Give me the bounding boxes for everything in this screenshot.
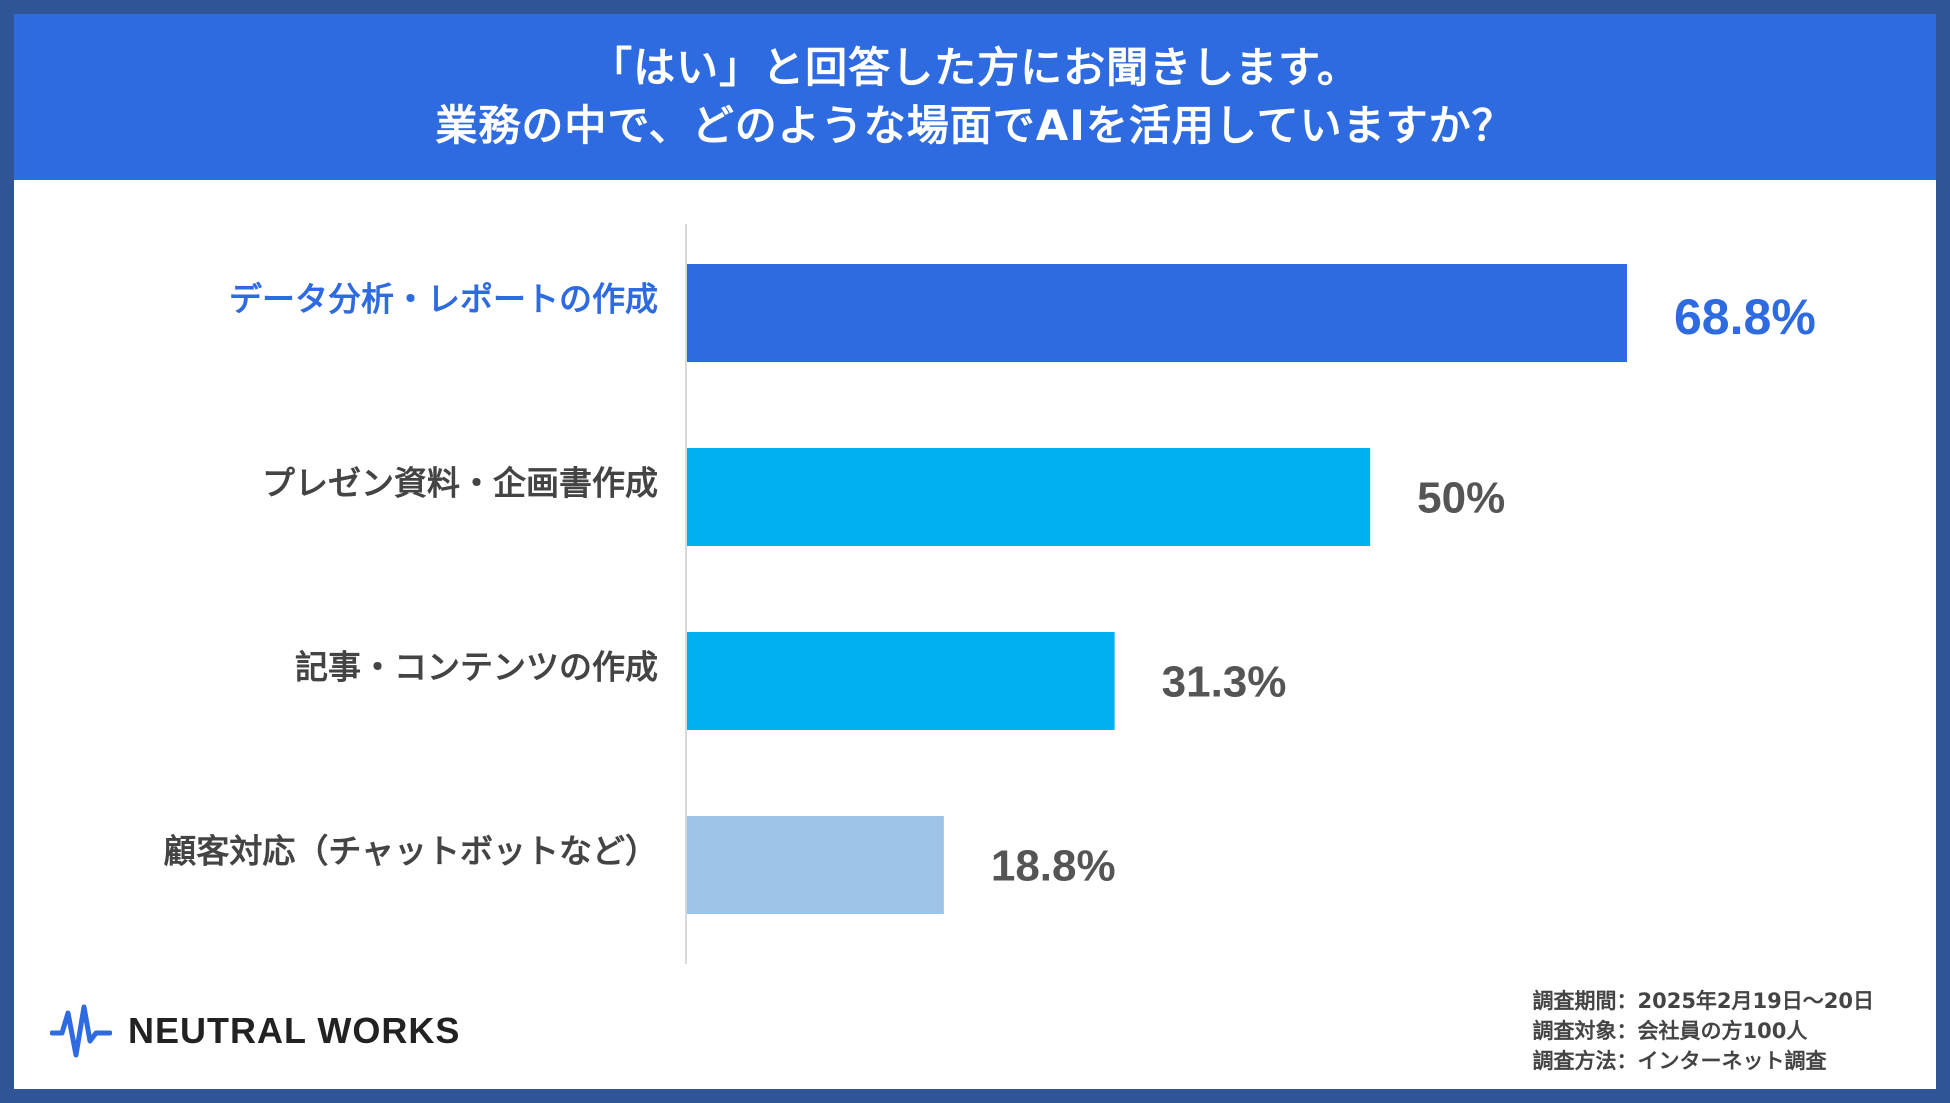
- category-label: データ分析・レポートの作成: [229, 280, 658, 319]
- category-label: プレゼン資料・企画書作成: [262, 464, 658, 503]
- category-label: 顧客対応（チャットボットなど）: [163, 832, 658, 871]
- value-label: 18.8%: [991, 842, 1116, 891]
- bar-chart: データ分析・レポートの作成 68.8% プレゼン資料・企画書作成 50% 記事・コンテン…: [163, 224, 1816, 964]
- brand-name: NEUTRAL WORKS: [128, 1010, 461, 1051]
- bar: [687, 632, 1115, 730]
- value-label: 31.3%: [1162, 658, 1287, 707]
- survey-target: 調査対象：会社員の方100人: [1532, 1019, 1808, 1043]
- survey-period: 調査期間：2025年2月19日〜20日: [1532, 989, 1874, 1013]
- chart-header: 「はい」と回答した方にお聞きします。 業務の中で、どのような場面でAIを活用して…: [14, 14, 1936, 180]
- chart-frame: 「はい」と回答した方にお聞きします。 業務の中で、どのような場面でAIを活用して…: [14, 14, 1936, 1089]
- header-line-1: 「はい」と回答した方にお聞きします。: [590, 43, 1360, 92]
- bar: [687, 448, 1371, 546]
- brand-logo: NEUTRAL WORKS: [50, 999, 460, 1063]
- value-label: 68.8%: [1674, 289, 1816, 345]
- survey-info: 調査期間：2025年2月19日〜20日 調査対象：会社員の方100人 調査方法：…: [1532, 986, 1874, 1076]
- bar: [687, 816, 944, 914]
- category-label: 記事・コンテンツの作成: [295, 648, 658, 687]
- bar: [687, 264, 1627, 362]
- waveform-icon: [50, 1004, 112, 1058]
- header-line-2: 業務の中で、どのような場面でAIを活用していますか？: [435, 101, 1515, 150]
- value-label: 50%: [1417, 474, 1505, 523]
- survey-method: 調査方法：インターネット調査: [1532, 1049, 1827, 1073]
